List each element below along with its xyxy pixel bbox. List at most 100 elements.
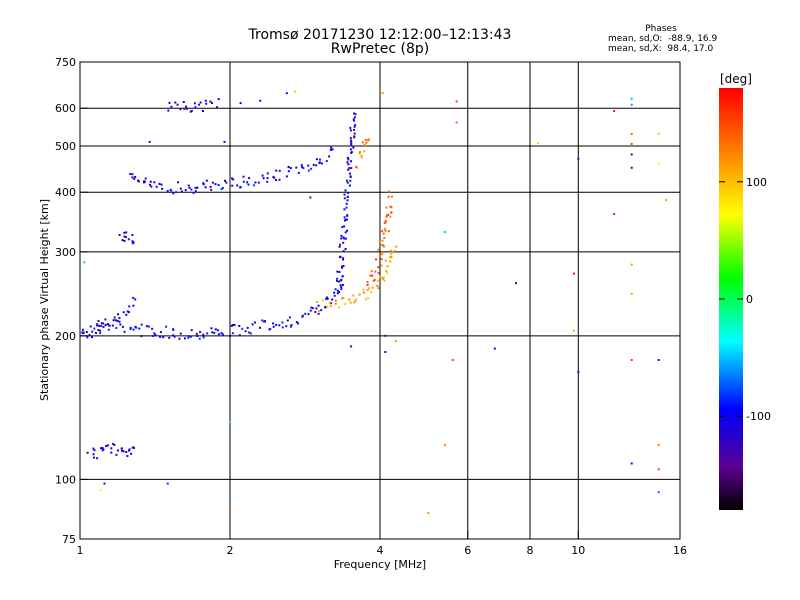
data-point <box>290 324 293 326</box>
data-point <box>493 347 496 350</box>
data-point <box>343 197 346 200</box>
data-point <box>168 101 171 104</box>
data-point <box>100 322 103 325</box>
data-point <box>134 176 137 178</box>
data-point <box>373 278 376 281</box>
data-point <box>370 291 373 293</box>
data-point <box>328 155 331 158</box>
data-point <box>275 179 277 182</box>
data-point <box>153 181 156 184</box>
data-point <box>386 214 388 216</box>
data-point <box>194 190 197 193</box>
data-point <box>338 245 341 248</box>
data-point <box>172 192 175 195</box>
data-point <box>132 241 135 244</box>
data-point <box>346 156 349 159</box>
data-point <box>129 326 132 329</box>
data-point <box>232 178 235 181</box>
data-point <box>194 106 197 109</box>
phases-x-stats: mean, sd,X: 98.4, 17.0 <box>608 44 714 54</box>
data-point <box>342 265 345 267</box>
data-point <box>381 252 384 255</box>
data-point <box>115 327 118 329</box>
data-point <box>92 453 95 456</box>
data-point <box>173 335 176 338</box>
data-point <box>272 322 275 325</box>
data-point <box>104 318 107 321</box>
data-point <box>358 293 361 296</box>
data-point <box>346 161 349 164</box>
data-point <box>343 237 346 240</box>
data-point <box>160 183 163 186</box>
data-point <box>101 449 104 452</box>
x-tick-label: 1 <box>77 544 84 557</box>
data-point <box>134 298 137 301</box>
data-point <box>343 216 346 219</box>
data-point <box>248 331 250 334</box>
data-point <box>630 166 633 169</box>
data-point <box>354 124 357 127</box>
data-point <box>202 182 205 185</box>
data-point <box>99 489 102 491</box>
data-point <box>131 176 134 179</box>
data-point <box>317 312 320 315</box>
data-point <box>344 303 347 305</box>
y-tick-label: 500 <box>55 140 76 153</box>
data-point <box>657 444 660 447</box>
data-point <box>362 291 365 294</box>
data-point <box>630 97 633 100</box>
data-point <box>107 444 109 447</box>
data-point <box>223 140 226 143</box>
data-point <box>341 297 343 300</box>
data-point <box>338 280 340 283</box>
y-tick-label: 600 <box>55 102 76 115</box>
data-point <box>128 305 131 308</box>
data-point <box>344 189 347 192</box>
data-point <box>386 271 389 274</box>
data-point <box>377 287 380 290</box>
colorbar-tick-label: -100 <box>746 410 771 423</box>
data-point <box>262 177 265 180</box>
data-point <box>187 335 190 338</box>
data-point <box>329 305 332 307</box>
data-point <box>132 304 135 307</box>
data-point <box>390 195 393 198</box>
data-point <box>455 100 458 103</box>
data-point <box>366 284 369 286</box>
data-point <box>379 275 382 278</box>
data-point <box>135 326 138 329</box>
data-point <box>144 177 147 180</box>
data-point <box>151 335 154 337</box>
data-point <box>295 321 298 324</box>
data-point <box>329 302 332 305</box>
data-point <box>350 143 353 146</box>
data-point <box>221 187 224 189</box>
data-point <box>272 325 275 328</box>
data-point <box>307 164 310 167</box>
data-point <box>309 309 312 312</box>
data-point <box>168 336 171 339</box>
data-point <box>393 249 396 252</box>
y-tick-label: 750 <box>55 56 76 69</box>
data-point <box>162 336 165 339</box>
data-point <box>117 449 119 452</box>
data-point <box>239 102 242 105</box>
data-point <box>366 281 369 284</box>
data-point <box>361 141 364 144</box>
data-point <box>121 449 123 452</box>
data-point <box>349 126 352 129</box>
data-point <box>172 334 175 337</box>
data-point <box>254 321 256 324</box>
data-point <box>285 92 288 95</box>
y-tick-label: 200 <box>55 330 76 343</box>
data-point <box>238 334 241 337</box>
data-point <box>229 359 231 361</box>
data-point <box>251 323 254 326</box>
data-point <box>239 186 242 189</box>
data-point <box>259 326 261 329</box>
data-point <box>367 297 370 300</box>
data-point <box>217 98 220 101</box>
data-point <box>630 359 633 361</box>
data-point <box>229 420 231 423</box>
